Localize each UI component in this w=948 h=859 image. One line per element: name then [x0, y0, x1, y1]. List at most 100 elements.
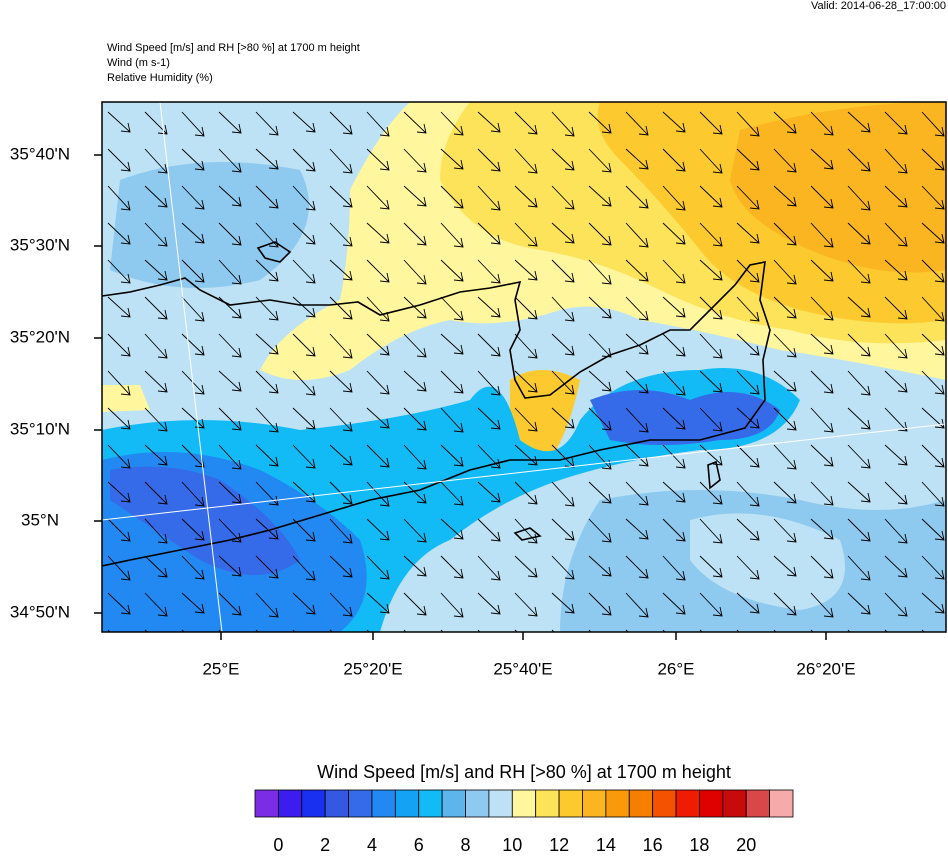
wind-arrow — [477, 555, 501, 581]
wind-arrow — [440, 481, 464, 506]
wind-arrow — [625, 333, 649, 355]
wind-arrow — [181, 111, 205, 137]
wind-arrow — [292, 296, 316, 318]
wind-arrow — [810, 518, 834, 540]
wind-arrow — [144, 296, 168, 320]
wind-arrow — [329, 592, 353, 617]
colorbar-label: 2 — [320, 835, 330, 854]
wind-arrow — [255, 148, 279, 170]
wind-arrow — [218, 555, 242, 577]
wind-arrow — [773, 444, 797, 470]
wind-arrow — [662, 296, 686, 318]
wind-arrow — [588, 148, 612, 173]
wind-arrow — [440, 333, 464, 355]
wind-arrow — [255, 259, 279, 282]
colorbar-box — [582, 789, 607, 818]
wind-arrow — [625, 407, 649, 433]
wind-arrow — [847, 592, 871, 615]
wind-arrow — [884, 259, 908, 281]
wind-arrow — [403, 259, 427, 285]
wind-arrow — [921, 592, 945, 614]
wind-arrow — [440, 111, 464, 136]
wind-arrow — [440, 444, 464, 467]
wind-arrow — [884, 370, 908, 393]
wind-arrow — [810, 370, 834, 394]
wind-arrow — [847, 222, 871, 245]
wind-arrow — [773, 555, 797, 577]
wind-arrow — [588, 481, 612, 504]
wind-arrow — [514, 370, 538, 393]
wind-arrow — [218, 370, 242, 392]
wind-arrow — [551, 629, 555, 632]
lat-label: 34°50'N — [10, 602, 70, 621]
wind-arrow — [662, 148, 686, 172]
wind-arrow — [366, 518, 390, 541]
wind-arrow — [292, 629, 296, 632]
wind-arrow — [662, 259, 686, 284]
wind-arrow — [736, 259, 760, 283]
wind-arrow — [292, 592, 316, 615]
wind-arrow — [773, 592, 797, 616]
wind-arrow — [255, 407, 279, 433]
wind-arrow — [218, 629, 222, 632]
wind-arrow — [440, 222, 464, 248]
wind-arrow — [736, 148, 760, 171]
wind-arrow — [736, 444, 760, 468]
wind-arrow — [366, 629, 370, 632]
wind-arrow — [736, 111, 760, 137]
wind-arrow — [810, 629, 814, 632]
colorbar-box — [371, 789, 396, 818]
wind-arrow — [699, 185, 723, 208]
wind-arrow — [218, 222, 242, 246]
colorbar-box — [441, 789, 466, 818]
wind-arrow — [181, 592, 205, 614]
wind-arrow — [551, 555, 575, 580]
wind-arrow — [588, 111, 612, 134]
wind-arrow — [107, 407, 131, 430]
wind-arrow — [144, 629, 148, 632]
wind-arrow — [440, 555, 464, 579]
wind-arrow — [810, 555, 834, 579]
wind-arrow — [329, 518, 353, 544]
colorbar-box — [745, 789, 771, 818]
colorbar-label: 8 — [461, 835, 471, 854]
colorbar-box — [394, 789, 420, 818]
colorbar-box — [465, 789, 490, 818]
wind-arrow — [218, 185, 242, 207]
wind-arrow — [884, 629, 888, 632]
colorbar-label: 14 — [596, 835, 616, 854]
wind-arrow — [699, 407, 723, 432]
wind-arrow — [921, 148, 945, 171]
wind-arrow — [477, 481, 501, 503]
wind-arrow — [551, 148, 575, 171]
wind-arrow — [847, 407, 871, 430]
wind-arrow — [625, 629, 629, 632]
wind-arrow — [329, 259, 353, 281]
wind-arrow — [551, 185, 575, 210]
wind-arrow — [514, 481, 538, 505]
wind-arrow — [292, 407, 316, 430]
wind-arrow — [218, 481, 242, 504]
wind-arrow — [588, 222, 612, 246]
wind-arrow — [773, 518, 797, 543]
colorbar-box — [511, 789, 537, 818]
wind-arrow — [847, 444, 871, 469]
wind-arrow — [403, 370, 427, 392]
wind-arrow — [107, 333, 131, 357]
wind-arrow — [847, 370, 871, 396]
wind-arrow — [477, 259, 501, 284]
wind-arrow — [773, 111, 797, 134]
wind-arrow — [181, 629, 185, 632]
wind-arrow — [551, 370, 575, 395]
wind-arrow — [625, 518, 649, 540]
valid-time: Valid: 2014-06-28_17:00:00 — [811, 0, 946, 12]
wind-arrow — [107, 370, 131, 396]
lat-label: 35°20'N — [10, 327, 70, 346]
wind-arrow — [588, 592, 612, 616]
wind-arrow — [810, 222, 834, 248]
lat-label: 35°10'N — [10, 419, 70, 438]
wind-arrow — [366, 370, 390, 395]
wind-arrow — [403, 518, 427, 543]
wind-arrow — [107, 555, 131, 581]
wind-arrow — [773, 333, 797, 358]
